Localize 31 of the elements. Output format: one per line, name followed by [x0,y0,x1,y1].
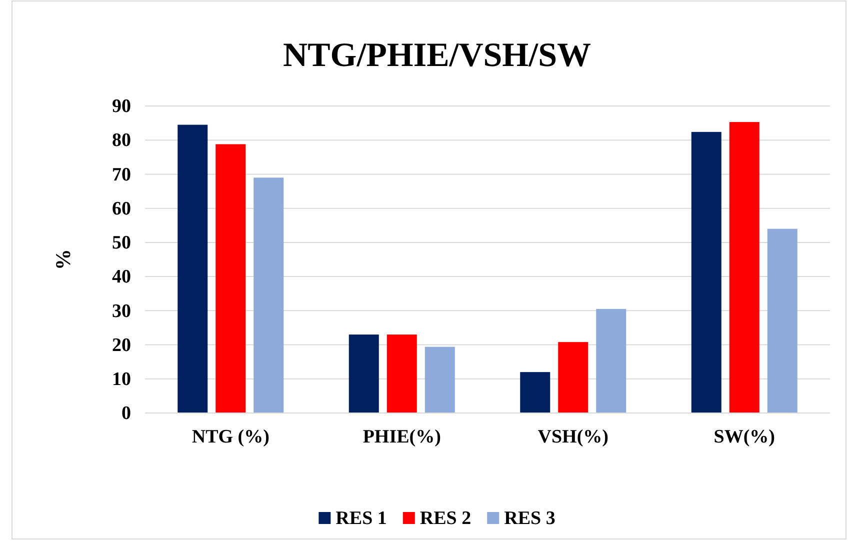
y-tick-label: 60 [112,198,131,220]
bar [558,342,588,413]
legend-label: RES 1 [336,508,387,529]
x-tick-label: NTG (%) [192,426,270,448]
y-tick-label: 50 [112,232,131,254]
legend-label: RES 2 [420,508,472,529]
bar [729,122,760,413]
bar [178,124,208,413]
y-tick-label: 30 [112,300,131,322]
y-tick-label: 20 [112,334,131,356]
bar [254,178,284,413]
y-tick-label: 10 [112,368,131,390]
legend-label: RES 3 [504,508,556,529]
x-tick-label: SW(%) [714,426,775,448]
bar [348,334,379,413]
bar [386,334,417,413]
x-tick-label: PHIE(%) [362,426,441,448]
y-tick-label: 80 [112,130,131,152]
y-axis-title: % [51,249,75,270]
y-tick-label: 40 [112,266,131,288]
bar [691,132,722,413]
bar [596,308,626,413]
bar [767,228,798,413]
y-tick-label: 0 [122,403,131,424]
y-tick-label: 90 [112,96,131,118]
bar [216,144,246,413]
y-tick-label: 70 [112,164,131,186]
bar [424,346,455,413]
bar [520,372,550,413]
x-tick-label: VSH(%) [538,426,608,448]
chart-title: NTG/PHIE/VSH/SW [283,37,591,74]
